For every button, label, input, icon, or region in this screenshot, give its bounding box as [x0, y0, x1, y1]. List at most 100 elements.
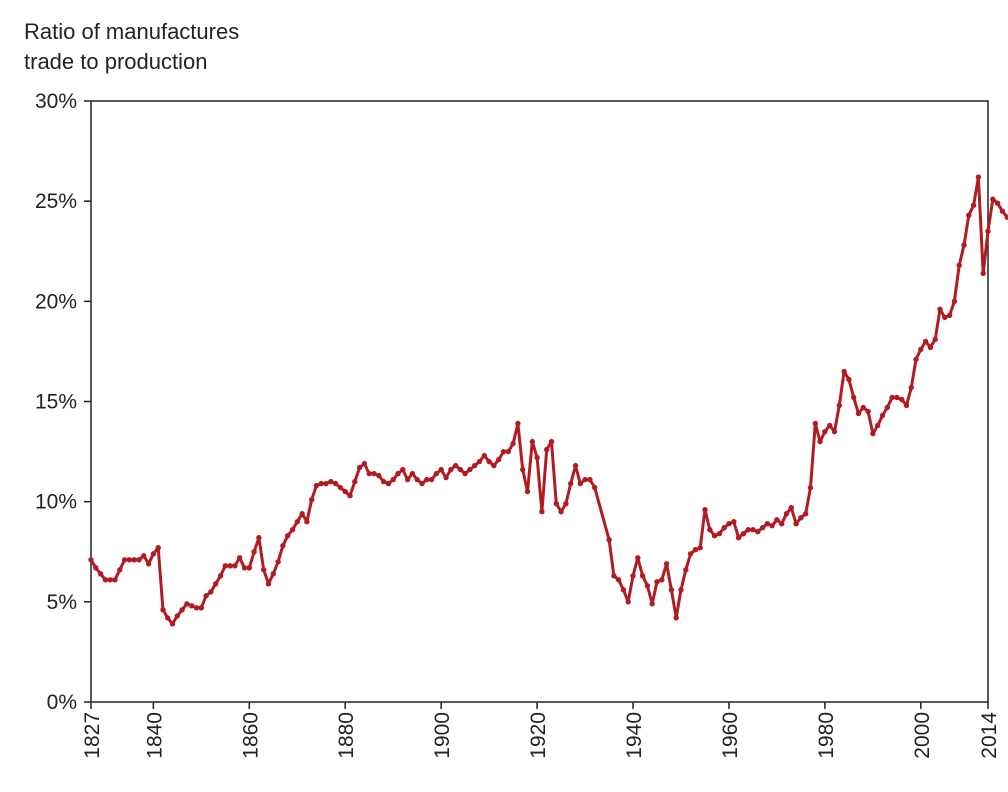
data-point: [539, 509, 545, 515]
data-point: [659, 577, 665, 583]
data-point: [534, 454, 540, 461]
data-point: [946, 312, 953, 319]
data-point: [683, 567, 689, 573]
x-tick-label: 1920: [527, 712, 550, 759]
data-point: [697, 545, 703, 551]
data-point: [620, 587, 627, 593]
y-tick-label: 25%: [35, 190, 77, 213]
data-point: [711, 533, 718, 539]
data-point: [668, 587, 675, 593]
data-point: [232, 563, 238, 569]
data-point: [472, 462, 478, 469]
data-point: [208, 589, 214, 595]
data-point: [93, 565, 99, 571]
x-tick-label: 2014: [978, 712, 1001, 759]
data-point: [740, 531, 747, 537]
data-point: [332, 480, 339, 487]
y-tick-label: 0%: [47, 691, 77, 714]
data-point: [913, 356, 919, 363]
data-point: [491, 462, 497, 469]
data-point: [860, 404, 866, 411]
data-point: [764, 521, 770, 527]
data-point: [731, 519, 737, 525]
data-point: [309, 497, 315, 503]
data-point: [884, 404, 890, 411]
data-point: [496, 456, 502, 463]
data-point: [462, 470, 468, 477]
data-point: [486, 458, 492, 465]
data-point: [361, 460, 368, 467]
data-point: [280, 543, 286, 549]
data-point: [88, 557, 94, 563]
data-point: [145, 561, 152, 567]
data-point: [448, 466, 454, 473]
x-tick-label: 1880: [335, 712, 358, 759]
data-point: [457, 466, 464, 473]
data-point: [160, 607, 166, 613]
data-point: [304, 519, 310, 525]
data-point: [942, 314, 948, 321]
data-point: [155, 545, 161, 551]
data-point: [870, 430, 876, 437]
data-point: [735, 535, 742, 541]
data-point: [256, 535, 262, 541]
data-point: [285, 533, 291, 539]
x-tick-label: 1960: [719, 712, 742, 759]
data-point: [203, 593, 209, 599]
data-point: [875, 422, 881, 429]
data-point: [903, 402, 910, 409]
data-point: [846, 376, 852, 383]
data-point: [179, 607, 185, 613]
data-point: [150, 551, 157, 557]
y-axis-title-line-1: Ratio of manufactures: [24, 19, 240, 44]
data-point: [793, 521, 799, 527]
data-point: [716, 531, 723, 537]
data-point: [313, 482, 320, 489]
data-point: [390, 476, 396, 483]
data-point: [908, 384, 914, 391]
data-point: [927, 344, 934, 351]
data-point: [592, 484, 598, 491]
data-point: [678, 587, 684, 593]
data-point: [918, 346, 924, 353]
y-tick-label: 30%: [35, 90, 77, 113]
data-point: [563, 501, 569, 507]
data-point: [836, 402, 842, 409]
data-point: [515, 420, 521, 427]
data-point: [467, 466, 473, 473]
data-point: [299, 511, 305, 517]
data-point: [520, 466, 526, 473]
data-point: [213, 581, 219, 587]
data-point: [380, 478, 387, 485]
data-point: [347, 493, 353, 499]
data-point: [932, 336, 938, 343]
data-point: [481, 452, 487, 459]
data-point: [879, 412, 886, 419]
data-point: [270, 571, 276, 577]
data-point: [774, 517, 780, 523]
data-point: [639, 573, 646, 579]
data-point: [582, 476, 588, 483]
data-point: [419, 480, 425, 487]
data-point: [827, 422, 833, 429]
data-point: [548, 438, 555, 445]
data-point: [400, 466, 406, 473]
data-point: [553, 501, 559, 507]
data-point: [956, 262, 962, 268]
data-point: [126, 557, 133, 563]
data-point: [337, 484, 344, 491]
series-layer: [88, 174, 1008, 627]
data-point: [759, 525, 766, 531]
data-point: [654, 579, 660, 585]
data-point: [438, 466, 444, 473]
data-point: [788, 505, 794, 511]
data-point: [222, 563, 228, 569]
x-tick-label: 2000: [911, 712, 934, 759]
data-point: [577, 480, 583, 487]
data-point: [289, 527, 296, 533]
data-point: [692, 547, 699, 553]
data-point: [975, 174, 982, 180]
data-point: [630, 573, 636, 579]
data-point: [755, 529, 761, 535]
